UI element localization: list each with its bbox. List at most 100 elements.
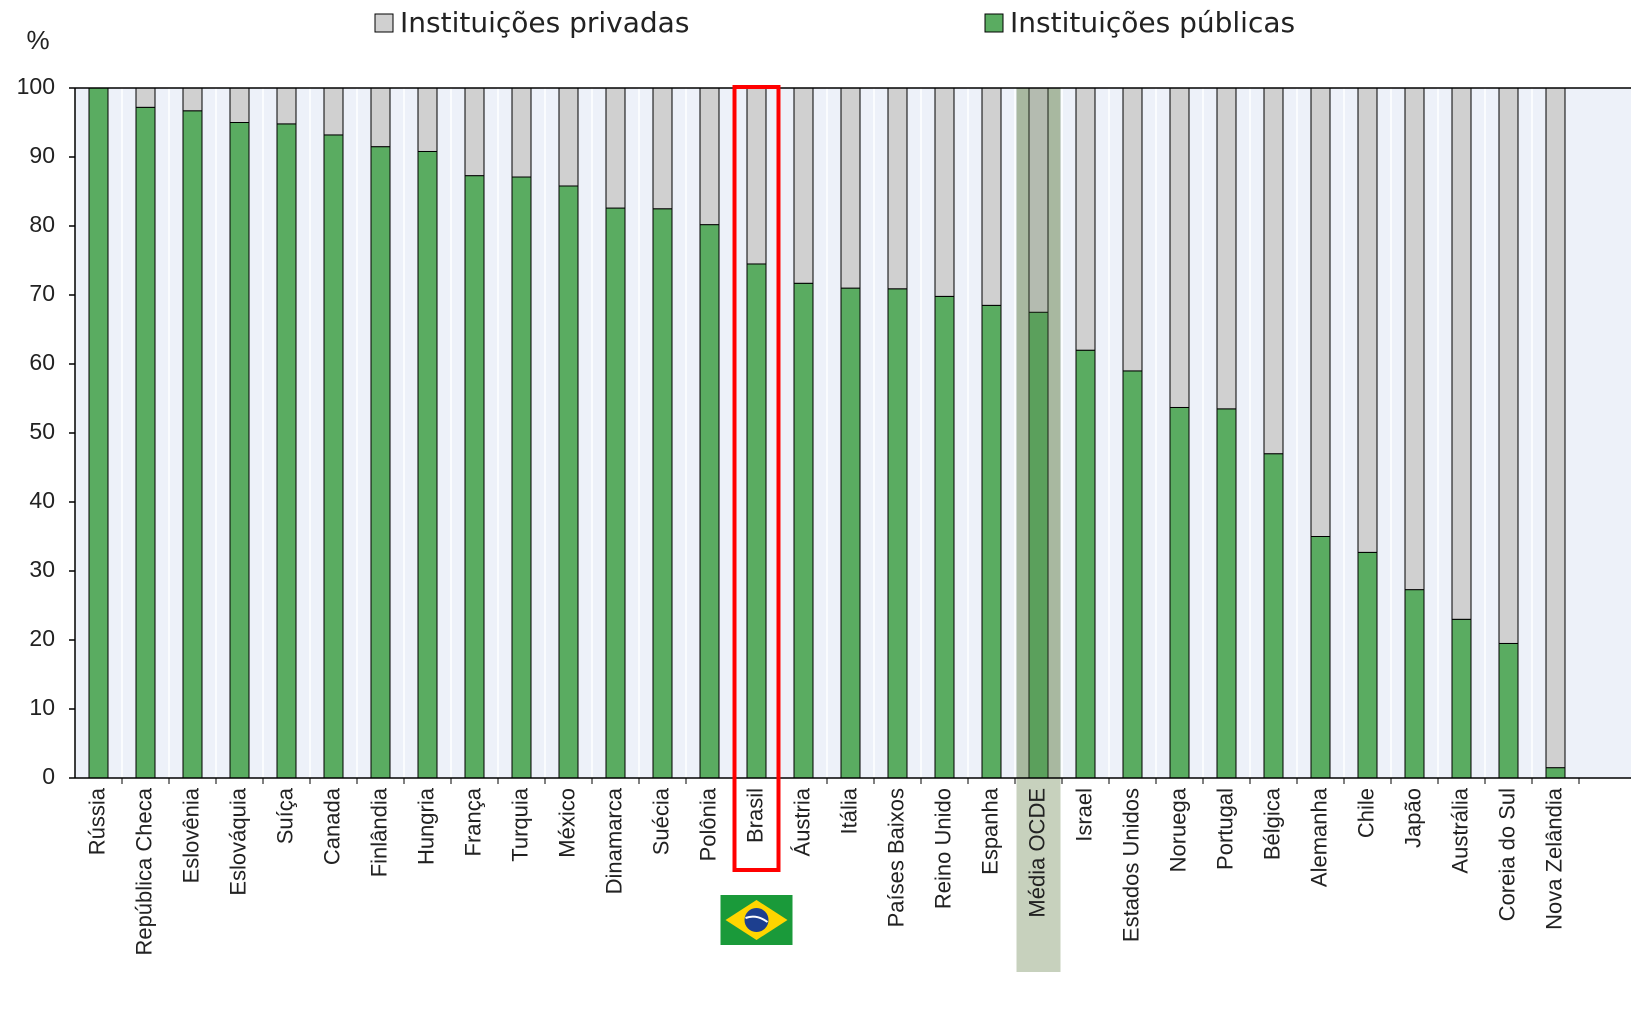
- legend-label: Instituições públicas: [1010, 6, 1295, 39]
- x-tick-label: Países Baixos: [883, 788, 908, 927]
- legend-label: Instituições privadas: [400, 6, 689, 39]
- bar-segment: [746, 87, 767, 265]
- bar-segment: [182, 87, 203, 112]
- bar-segment: [699, 224, 720, 779]
- bar-segment: [1122, 370, 1143, 779]
- bar-segment: [417, 150, 438, 779]
- x-tick-label: França: [460, 787, 485, 856]
- bar-segment: [323, 134, 344, 779]
- bar-segment: [511, 176, 532, 779]
- x-tick-label: Suíça: [272, 787, 297, 844]
- x-tick-label: Japão: [1400, 788, 1425, 848]
- x-tick-label: Finlândia: [366, 787, 391, 877]
- bar-segment: [276, 123, 297, 779]
- bar-segment: [370, 87, 391, 148]
- bar-segment: [1357, 87, 1378, 553]
- bar-segment: [934, 295, 955, 779]
- y-tick-label: 50: [29, 418, 55, 444]
- bar-segment: [1216, 87, 1237, 410]
- bar-segment: [793, 87, 814, 284]
- bar-segment: [652, 87, 673, 210]
- y-tick-label: 30: [29, 556, 55, 582]
- bar-segment: [135, 106, 156, 779]
- y-tick-label: 80: [29, 211, 55, 237]
- bar-segment: [1075, 87, 1096, 351]
- x-tick-label: Israel: [1071, 788, 1096, 842]
- x-tick-label: Brasil: [742, 788, 767, 843]
- y-tick-label: 20: [29, 625, 55, 651]
- x-tick-label: Alemanha: [1306, 787, 1331, 887]
- y-axis-label: %: [26, 25, 49, 55]
- bar-segment: [887, 87, 908, 290]
- x-tick-label: Eslováquia: [225, 787, 250, 895]
- x-tick-label: Turquia: [507, 787, 532, 862]
- bar-segment: [1498, 642, 1519, 779]
- x-tick-label: Média OCDE: [1024, 788, 1049, 918]
- bar-segment: [1498, 87, 1519, 644]
- bar-segment: [1122, 87, 1143, 372]
- bar-segment: [1169, 406, 1190, 779]
- bar-segment: [1451, 87, 1472, 620]
- bar-segment: [605, 207, 626, 779]
- x-tick-label: Reino Unido: [930, 788, 955, 909]
- bar-segment: [1451, 618, 1472, 779]
- x-tick-label: Polônia: [695, 787, 720, 861]
- bar-segment: [981, 87, 1002, 306]
- bar-segment: [464, 175, 485, 779]
- bar-segment: [1216, 408, 1237, 779]
- bar-segment: [511, 87, 532, 178]
- x-tick-label: Portugal: [1212, 788, 1237, 870]
- bar-segment: [1310, 536, 1331, 779]
- bar-segment: [558, 87, 579, 187]
- bar-segment: [370, 146, 391, 779]
- bar-segment: [605, 87, 626, 209]
- bar-segment: [840, 287, 861, 779]
- bar-segment: [558, 185, 579, 779]
- bar-segment: [1263, 87, 1284, 455]
- y-tick-label: 0: [42, 763, 55, 789]
- y-tick-label: 10: [29, 694, 55, 720]
- bar-segment: [276, 87, 297, 125]
- bar-segment: [1545, 87, 1566, 769]
- bar-segment: [934, 87, 955, 297]
- x-tick-label: Eslovênia: [178, 787, 203, 883]
- y-tick-label: 70: [29, 280, 55, 306]
- bar-segment: [229, 87, 250, 123]
- bar-segment: [1357, 551, 1378, 779]
- bar-segment: [1075, 349, 1096, 779]
- bar-segment: [1545, 767, 1566, 779]
- x-tick-label: República Checa: [131, 787, 156, 955]
- bar-segment: [464, 87, 485, 177]
- legend-swatch: [984, 13, 1004, 33]
- bar-segment: [1169, 87, 1190, 408]
- x-tick-label: Hungria: [413, 787, 438, 865]
- bar-segment: [1310, 87, 1331, 537]
- bar-segment: [793, 282, 814, 779]
- x-tick-label: Austrália: [1447, 787, 1472, 873]
- bar-segment: [746, 263, 767, 779]
- x-tick-label: Dinamarca: [601, 787, 626, 894]
- x-tick-label: Rússia: [84, 787, 109, 855]
- x-tick-label: Bélgica: [1259, 787, 1284, 860]
- x-tick-label: México: [554, 788, 579, 858]
- bar-segment: [699, 87, 720, 226]
- bar-segment: [182, 110, 203, 779]
- bar-segment: [229, 122, 250, 779]
- x-tick-label: Canada: [319, 787, 344, 865]
- x-tick-label: Áustria: [789, 787, 814, 856]
- x-tick-label: Itália: [836, 787, 861, 834]
- bar-segment: [417, 87, 438, 152]
- x-tick-label: Chile: [1353, 788, 1378, 838]
- bar-segment: [1263, 453, 1284, 779]
- highlight-overlay: [1016, 88, 1061, 778]
- bar-segment: [323, 87, 344, 136]
- highlight-box: [732, 85, 781, 872]
- bar-segment: [1404, 87, 1425, 591]
- x-tick-label: Nova Zelândia: [1541, 787, 1566, 930]
- bar-segment: [840, 87, 861, 289]
- bar-segment: [652, 208, 673, 779]
- x-tick-label: Suécia: [648, 787, 673, 855]
- bar-segment: [981, 304, 1002, 779]
- x-tick-label: Estados Unidos: [1118, 788, 1143, 942]
- bar-segment: [1404, 589, 1425, 779]
